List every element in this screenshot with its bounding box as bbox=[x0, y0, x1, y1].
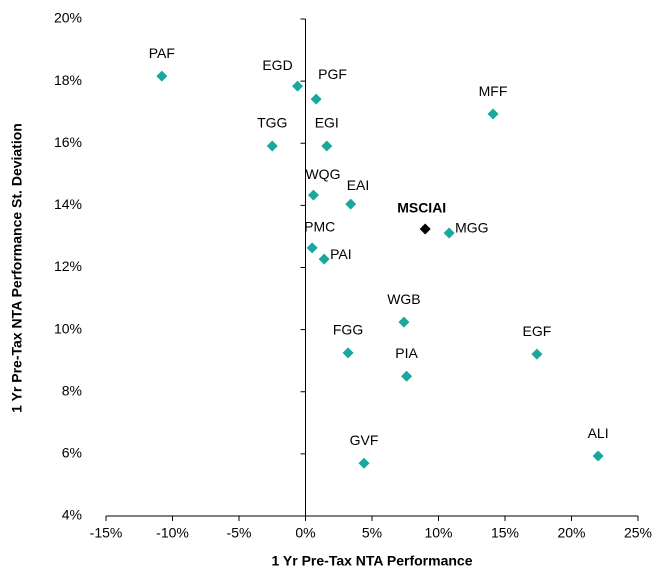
x-tick-label: -5% bbox=[227, 525, 252, 541]
y-tick-label: 20% bbox=[54, 10, 82, 26]
point-label: PAF bbox=[149, 45, 175, 61]
point-label: EGF bbox=[523, 323, 552, 339]
point bbox=[592, 450, 604, 462]
point-label: TGG bbox=[257, 115, 287, 131]
point bbox=[443, 227, 455, 239]
x-tick-label: 0% bbox=[295, 525, 315, 541]
point-label: EGD bbox=[262, 57, 292, 73]
y-tick-label: 16% bbox=[54, 134, 82, 150]
point-label: MGG bbox=[455, 220, 488, 236]
y-tick-label: 14% bbox=[54, 196, 82, 212]
point bbox=[156, 70, 168, 82]
x-tick-label: 20% bbox=[557, 525, 585, 541]
point-label: MSCIAI bbox=[397, 200, 446, 216]
point-label: PIA bbox=[395, 345, 418, 361]
point-label: WQG bbox=[305, 166, 340, 182]
point-label: GVF bbox=[350, 432, 379, 448]
x-tick-label: 15% bbox=[491, 525, 519, 541]
x-tick-label: 10% bbox=[424, 525, 452, 541]
point bbox=[306, 242, 318, 254]
point-label: WGB bbox=[387, 291, 420, 307]
y-tick-label: 18% bbox=[54, 72, 82, 88]
point bbox=[419, 223, 431, 235]
point-label: MFF bbox=[479, 83, 508, 99]
y-axis-title: 1 Yr Pre-Tax NTA Performance St. Deviati… bbox=[9, 123, 25, 413]
point-label: PMC bbox=[304, 219, 335, 235]
x-tick-label: -15% bbox=[90, 525, 123, 541]
y-tick-label: 10% bbox=[54, 320, 82, 336]
x-axis-title: 1 Yr Pre-Tax NTA Performance bbox=[271, 553, 472, 569]
point bbox=[531, 348, 543, 360]
point bbox=[398, 316, 410, 328]
point-label: EAI bbox=[347, 177, 370, 193]
point bbox=[358, 457, 370, 469]
point bbox=[292, 80, 304, 92]
point bbox=[342, 347, 354, 359]
point bbox=[345, 198, 357, 210]
point bbox=[266, 140, 278, 152]
point bbox=[321, 140, 333, 152]
point-label: FGG bbox=[333, 322, 363, 338]
x-tick-label: 5% bbox=[362, 525, 382, 541]
point bbox=[487, 108, 499, 120]
y-tick-label: 8% bbox=[62, 382, 82, 398]
point bbox=[307, 189, 319, 201]
x-tick-label: 25% bbox=[624, 525, 652, 541]
point bbox=[310, 93, 322, 105]
y-tick-label: 12% bbox=[54, 258, 82, 274]
point bbox=[318, 253, 330, 265]
point-label: PGF bbox=[318, 66, 347, 82]
point-label: ALI bbox=[588, 425, 609, 441]
y-tick-label: 4% bbox=[62, 507, 82, 523]
x-tick-label: -10% bbox=[156, 525, 189, 541]
point-label: PAI bbox=[330, 246, 352, 262]
point bbox=[401, 370, 413, 382]
y-tick-label: 6% bbox=[62, 445, 82, 461]
point-label: EGI bbox=[315, 115, 339, 131]
